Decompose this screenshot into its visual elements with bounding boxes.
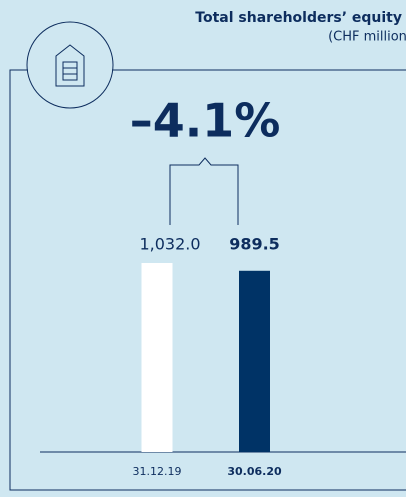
value-label: 1,032.0 — [139, 235, 200, 254]
bar — [141, 263, 173, 452]
value-label: 989.5 — [229, 235, 280, 254]
x-tick-label: 30.06.20 — [227, 465, 282, 478]
change-annotation: –4.1% — [130, 94, 281, 148]
bar — [239, 270, 270, 452]
frame — [9, 69, 406, 491]
x-tick-label: 31.12.19 — [133, 465, 182, 478]
chart-subtitle: (CHF million) — [328, 30, 406, 45]
icon — [26, 21, 114, 109]
change-bracket — [169, 157, 239, 225]
chart-title: Total shareholders’ equity — [195, 10, 402, 26]
